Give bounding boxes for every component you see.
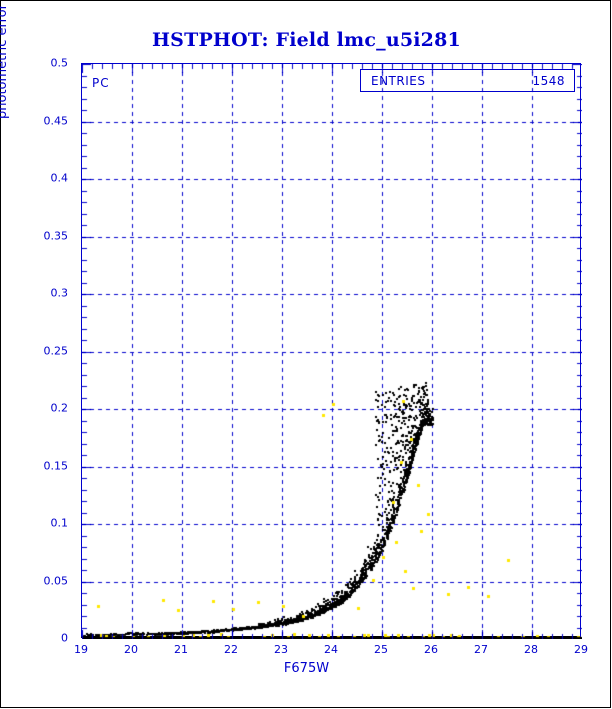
entries-value: 1548	[532, 74, 565, 88]
x-tick-label: 28	[524, 643, 538, 656]
x-tick-label: 26	[424, 643, 438, 656]
y-tick-label: 0.2	[50, 401, 69, 415]
y-tick-label: 0.1	[50, 516, 69, 530]
x-tick-label: 22	[224, 643, 238, 656]
x-tick-label: 19	[74, 643, 88, 656]
tick-layer	[82, 64, 582, 639]
x-tick-label: 21	[174, 643, 188, 656]
plot-frame: PC ENTRIES 1548	[81, 63, 582, 639]
entries-legend-box: ENTRIES 1548	[360, 69, 575, 92]
y-tick-label: 0.15	[43, 459, 69, 472]
y-tick-label: 0.45	[43, 114, 69, 127]
x-axis-title: F675W	[283, 661, 330, 676]
plot-canvas-wrap	[82, 64, 582, 639]
y-tick-label: 0.5	[50, 56, 69, 70]
y-axis-title: photometric error	[0, 4, 10, 119]
y-tick-label: 0.35	[43, 229, 69, 242]
y-tick-label: 0.25	[43, 344, 69, 357]
y-tick-label: 0.05	[43, 574, 69, 587]
x-tick-label: 23	[274, 643, 288, 656]
entries-label: ENTRIES	[371, 74, 426, 88]
y-tick-label: 0.3	[50, 286, 69, 300]
x-tick-label: 20	[124, 643, 138, 656]
x-tick-label: 25	[374, 643, 388, 656]
chip-label: PC	[92, 76, 110, 90]
y-tick-label: 0.4	[50, 171, 69, 185]
y-tick-label: 0	[61, 631, 68, 645]
x-tick-label: 29	[574, 643, 588, 656]
x-tick-label: 24	[324, 643, 338, 656]
page-title: HSTPHOT: Field lmc_u5i281	[152, 29, 461, 51]
x-tick-label: 27	[474, 643, 488, 656]
